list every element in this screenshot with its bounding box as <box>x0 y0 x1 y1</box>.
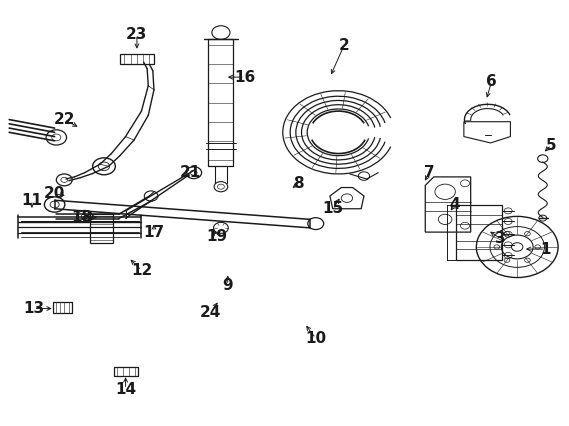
Text: 9: 9 <box>222 278 233 293</box>
Text: 4: 4 <box>450 197 460 212</box>
Text: 16: 16 <box>234 69 255 85</box>
Text: 5: 5 <box>546 138 556 153</box>
Text: 14: 14 <box>115 382 136 397</box>
Text: 24: 24 <box>200 305 221 320</box>
Text: 23: 23 <box>126 27 147 42</box>
Text: 21: 21 <box>180 165 201 180</box>
Text: 20: 20 <box>44 187 65 201</box>
Text: 7: 7 <box>424 165 435 180</box>
Text: 1: 1 <box>541 242 551 256</box>
Text: 11: 11 <box>22 193 43 208</box>
Text: 8: 8 <box>294 176 304 191</box>
Text: 3: 3 <box>495 231 505 246</box>
Text: 19: 19 <box>206 229 227 244</box>
Text: 12: 12 <box>131 263 152 278</box>
Text: 10: 10 <box>305 331 326 346</box>
Text: 13: 13 <box>23 301 44 316</box>
Text: 15: 15 <box>322 201 343 216</box>
Text: 2: 2 <box>339 38 349 53</box>
Text: 6: 6 <box>486 74 497 89</box>
Text: 17: 17 <box>143 225 164 239</box>
Text: 18: 18 <box>71 210 92 225</box>
Text: 22: 22 <box>53 112 75 127</box>
